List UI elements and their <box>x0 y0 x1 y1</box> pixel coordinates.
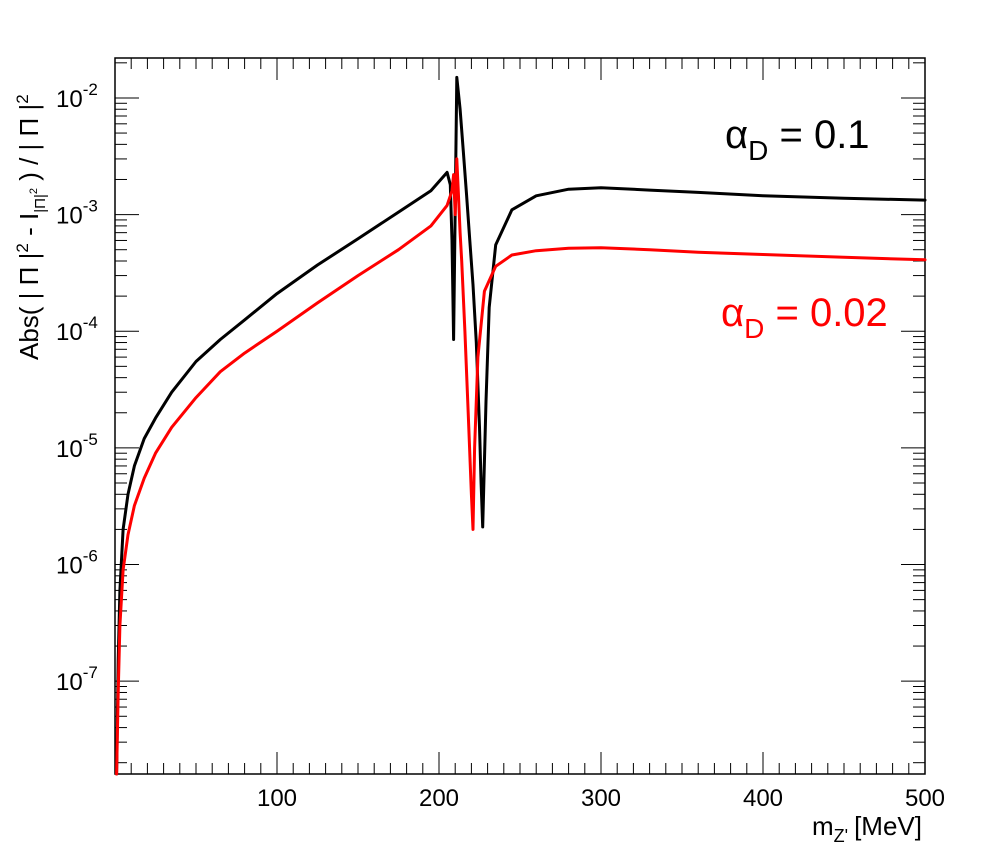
y-axis-ticks <box>115 62 925 764</box>
legend-alpha-0.02: αD = 0.02 <box>721 291 888 344</box>
y-tick-labels: 10-7 10-6 10-5 10-4 10-3 10-2 <box>56 80 98 696</box>
y-tick-label: 10-3 <box>56 197 98 230</box>
y-tick-label: 10-2 <box>56 80 98 113</box>
y-axis-title: Abs( | Π |2 - I|Π|2 ) / | Π |2 <box>13 94 49 360</box>
y-tick-label: 10-7 <box>56 663 98 696</box>
x-axis-ticks <box>130 58 910 774</box>
y-tick-label: 10-4 <box>56 313 98 346</box>
legend-alpha-0.1: αD = 0.1 <box>725 113 870 166</box>
series-line-0 <box>115 75 927 776</box>
x-axis-title: mZ' [MeV] <box>812 811 922 846</box>
x-tick-label: 400 <box>743 785 783 812</box>
series-group <box>115 75 927 776</box>
series-line-1 <box>115 157 927 776</box>
y-tick-label: 10-5 <box>56 430 98 463</box>
x-tick-labels: 100 200 300 400 500 <box>257 785 945 812</box>
x-tick-label: 500 <box>905 785 945 812</box>
x-tick-label: 300 <box>581 785 621 812</box>
x-tick-label: 200 <box>419 785 459 812</box>
y-tick-label: 10-6 <box>56 547 98 580</box>
plot-frame <box>114 57 926 775</box>
x-tick-label: 100 <box>257 785 297 812</box>
